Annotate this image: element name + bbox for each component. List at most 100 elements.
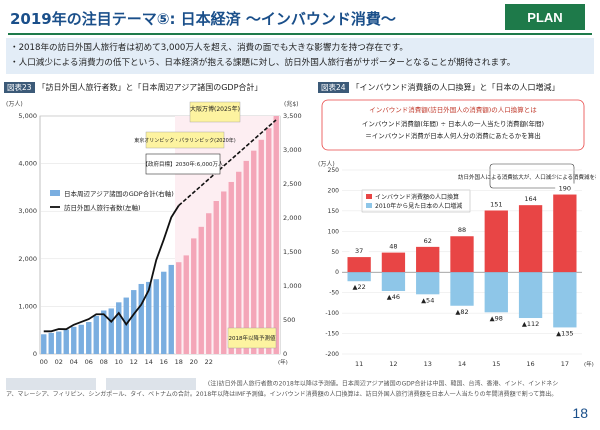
left-panel-title: 図表23 「訪日外国人旅行者数」と「日本周辺アジア諸国のGDP合計」 <box>4 82 262 93</box>
y2-tick-label: 1,500 <box>283 248 302 256</box>
x-tick-label: 15 <box>492 360 500 368</box>
population-bar <box>347 272 371 282</box>
annotation-olympic-box <box>145 131 225 149</box>
gdp-bar <box>41 334 47 354</box>
gdp-bar <box>86 322 92 354</box>
forecast-label: 2018年以降予測値 <box>229 334 276 342</box>
inbound-bar <box>347 257 371 273</box>
population-label: ▲98 <box>490 314 503 322</box>
legend-box <box>361 189 471 213</box>
y-tick-label: -200 <box>325 351 339 358</box>
right-panel-title: 図表24 「インバウンド消費額の人口換算」と「日本の人口増減」 <box>318 82 560 93</box>
bullet-1: ・2018年の訪日外国人旅行者は初めて3,000万人を超え、消費の面でも大きな影… <box>10 43 408 53</box>
population-label: ▲54 <box>421 296 434 304</box>
x-tick-label: 14 <box>458 360 466 368</box>
legend-gdp: 日本周辺アジア諸国のGDP合計(右軸) <box>64 189 174 198</box>
gdp-bar <box>198 226 204 354</box>
x-unit: (年) <box>584 360 594 368</box>
y-tick-label: 0 <box>335 269 339 276</box>
inbound-label: 151 <box>490 200 502 208</box>
inbound-label: 37 <box>355 247 363 255</box>
gdp-bar <box>266 128 272 354</box>
population-bar <box>553 272 577 328</box>
y-tick-label: 250 <box>328 167 340 174</box>
gdp-bar <box>258 139 264 354</box>
y2-tick-label: 0 <box>283 350 287 358</box>
x-tick-label: 17 <box>561 360 569 368</box>
y1-tick-label: 0 <box>33 350 37 358</box>
inbound-label: 62 <box>424 237 432 245</box>
gdp-bar <box>228 181 234 354</box>
forecast-shade <box>175 116 280 354</box>
title-rule <box>8 33 592 35</box>
population-label: ▲135 <box>556 329 573 337</box>
definition-title: インバウンド消費額(訪日外国人の消費額)の人口換算とは <box>369 105 537 114</box>
gdp-bar <box>153 279 159 354</box>
footer-notes: (注)訪日外国人旅行者数の2018年以降は予測値。日本周辺アジア諸国のGDP合計… <box>6 378 566 416</box>
x-tick-label: 14 <box>145 358 153 366</box>
population-bar <box>416 272 440 295</box>
population-bar <box>381 272 406 292</box>
gdp-bar <box>183 255 189 354</box>
note-text: 訪日外国人による消費拡大が、人口減少による消費減を補完 <box>458 173 596 181</box>
gdp-bar <box>146 281 152 354</box>
tourist-line <box>43 205 180 333</box>
inbound-label: 88 <box>458 226 466 234</box>
definition-box <box>321 99 585 151</box>
y1-tick-label: 3,000 <box>18 207 37 215</box>
chart-inbound-population: インバウンド消費額(訪日外国人の消費額)の人口換算とはインバウンド消費額(年間)… <box>318 99 596 368</box>
y2-tick-label: 500 <box>283 316 295 324</box>
inbound-bar <box>484 210 508 273</box>
page-number: 18 <box>572 405 588 421</box>
legend-population: 2010年から見た日本の人口増減 <box>375 202 462 210</box>
gdp-bar <box>213 201 219 354</box>
y1-tick-label: 5,000 <box>18 112 37 120</box>
inbound-label: 164 <box>524 195 536 203</box>
gdp-bar <box>108 308 114 354</box>
x-tick-label: 02 <box>55 358 63 366</box>
x-tick-label: 16 <box>160 358 168 366</box>
annotation-olympic: 東京オリンピック・パラリンピック(2020年) <box>134 137 236 144</box>
x-tick-label: 18 <box>175 358 183 366</box>
population-label: ▲82 <box>455 308 468 316</box>
population-label: ▲112 <box>522 320 539 328</box>
legend-swatch-population <box>366 203 372 208</box>
chart-tourists-gdp: (万人) (兆$) 0 1,000 2,000 3,000 4,000 5,000 0 500 1,… <box>6 100 302 366</box>
forecast-label-box <box>227 327 277 349</box>
inbound-bar <box>416 246 440 273</box>
inbound-label-bg <box>418 235 438 245</box>
population-bar <box>484 272 508 313</box>
annotation-target: 【政府目標】2030年:6,000万人 <box>142 160 224 168</box>
gdp-bar <box>243 160 249 354</box>
gdp-bar <box>273 116 279 354</box>
y1-tick-label: 1,000 <box>18 302 37 310</box>
inbound-label-bg <box>452 225 472 235</box>
population-bar <box>450 272 474 306</box>
inbound-label: 48 <box>389 243 397 251</box>
inbound-label-bg <box>520 194 541 204</box>
plan-badge: PLAN <box>505 4 585 30</box>
y1-tick-label: 2,000 <box>18 255 37 263</box>
y2-tick-label: 2,000 <box>283 214 302 222</box>
logo-placeholder <box>6 378 96 390</box>
x-tick-label: 12 <box>130 358 138 366</box>
inbound-label-bg <box>486 199 506 209</box>
y-tick-label: 150 <box>328 208 340 215</box>
right-panel-caption: 「インバウンド消費額の人口換算」と「日本の人口増減」 <box>351 83 560 92</box>
gdp-bar <box>101 310 107 354</box>
x-tick-label: 20 <box>190 358 198 366</box>
gdp-bar <box>161 271 167 354</box>
y-tick-label: 50 <box>331 249 339 256</box>
gdp-bar <box>63 329 69 354</box>
y1-tick-label: 4,000 <box>18 160 37 168</box>
x-tick-label: 10 <box>115 358 123 366</box>
y2-unit: (兆$) <box>284 100 299 108</box>
x-tick-label: 12 <box>389 360 397 368</box>
legend-swatch-inbound <box>366 194 372 199</box>
gdp-bar <box>48 332 54 354</box>
gdp-bar <box>93 315 99 354</box>
definition-line-1: インバウンド消費額(年間) ÷ 日本人の一人当たり消費額(年間) <box>362 119 544 128</box>
gdp-bar <box>56 331 62 354</box>
gdp-bar <box>236 171 242 354</box>
legend-swatch-gdp <box>50 190 60 196</box>
